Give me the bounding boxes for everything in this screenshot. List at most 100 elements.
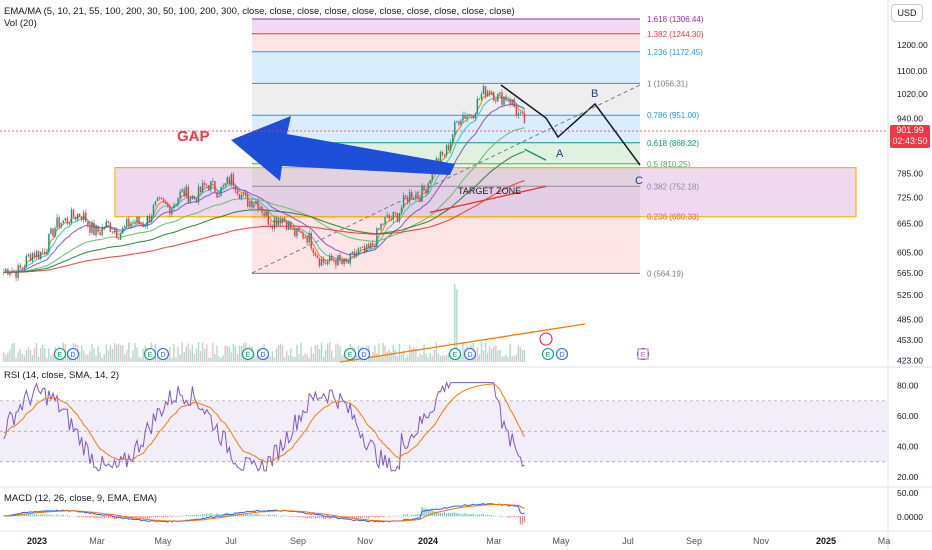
event-marker-label: D: [559, 352, 564, 359]
candle-body: [199, 186, 202, 192]
volume-bar: [91, 343, 93, 362]
macd-histogram-bar: [89, 516, 91, 519]
volume-bar: [294, 356, 296, 362]
macd-histogram-bar: [460, 514, 462, 517]
candle-body: [478, 99, 481, 100]
volume-bar: [99, 352, 101, 362]
fib-band: [252, 51, 640, 84]
candle-body: [449, 141, 452, 151]
macd-histogram-bar: [409, 515, 411, 517]
ema-ma-legend[interactable]: EMA/MA (5, 10, 21, 55, 100, 200, 30, 50,…: [4, 6, 515, 17]
x-axis-tick-label: Sep: [290, 536, 306, 546]
volume-bar: [474, 354, 476, 362]
macd-legend[interactable]: MACD (12, 26, close, 9, EMA, EMA): [4, 493, 158, 504]
event-marker-label: D: [467, 352, 472, 359]
macd-histogram-bar: [339, 516, 341, 519]
dividend-marker: [463, 347, 477, 361]
candle-body: [281, 218, 284, 224]
event-markers[interactable]: EDEDEDEDEDEDEDE: [53, 332, 650, 361]
volume-bar: [39, 347, 42, 362]
fib-level-label: 1 (1056.31): [647, 79, 688, 88]
currency-button[interactable]: USD: [891, 4, 923, 22]
target-zone-label: TARGET ZONE: [458, 186, 521, 196]
macd-histogram-bar: [392, 515, 394, 517]
candle-body: [273, 218, 276, 229]
volume-bar: [406, 355, 409, 362]
candle-body: [470, 114, 472, 116]
macd-histogram-bar: [103, 516, 105, 519]
macd-histogram-bar: [433, 511, 435, 517]
volume-bar: [388, 349, 390, 362]
macd-histogram-bar: [87, 516, 89, 518]
macd-histogram-bar: [265, 515, 267, 517]
volume-bar: [85, 354, 87, 362]
volume-bar: [380, 354, 382, 362]
candle-body: [261, 207, 263, 213]
macd-histogram-bar: [81, 516, 83, 518]
candle-body: [191, 196, 194, 199]
candle-body: [37, 251, 40, 259]
candle-body: [5, 268, 7, 273]
macd-histogram-bar: [435, 511, 437, 517]
candle-body: [13, 270, 15, 272]
volume-bar: [314, 345, 317, 362]
candle-body: [480, 93, 483, 100]
candle-body: [173, 204, 175, 208]
volume-bar: [210, 357, 212, 362]
candle-body: [347, 261, 349, 264]
candle-body: [351, 251, 353, 254]
volume-bar: [495, 345, 497, 362]
candle-body: [128, 218, 130, 226]
fib-level-label: 0.618 (868.32): [647, 139, 699, 148]
candle-body: [402, 195, 405, 208]
volume-bar: [13, 342, 15, 362]
candle-body: [42, 251, 44, 253]
macd-histogram-bar: [292, 516, 294, 517]
candle-body: [236, 190, 239, 194]
rsi-legend[interactable]: RSI (14, close, SMA, 14, 2): [4, 370, 120, 381]
volume-bar: [290, 348, 292, 362]
macd-histogram-bar: [146, 516, 148, 519]
macd-histogram-bar: [91, 516, 93, 518]
volume-bar: [378, 343, 380, 362]
macd-histogram-bar: [363, 516, 366, 518]
candle-body: [509, 100, 511, 104]
candle-body: [507, 100, 509, 102]
candle-body: [83, 212, 85, 220]
macd-histogram-bar: [370, 516, 372, 517]
candle-body: [224, 183, 226, 186]
macd-histogram-bar: [99, 516, 101, 519]
last-price-value: 901.99: [896, 125, 924, 135]
candle-body: [400, 207, 403, 214]
volume-bar: [421, 355, 423, 362]
candle-body: [267, 211, 269, 225]
macd-histogram-bar: [286, 515, 288, 517]
macd-histogram-bar: [214, 514, 216, 517]
candle-body: [437, 158, 440, 163]
price-axis-tick-label: 665.00: [897, 219, 923, 229]
macd-histogram-bar: [267, 514, 269, 517]
candle-body: [419, 197, 421, 202]
candle-body: [259, 207, 261, 209]
candle-body: [306, 237, 308, 243]
drawings[interactable]: [0, 84, 888, 363]
volume-bar: [115, 344, 118, 362]
volume-legend[interactable]: Vol (20): [4, 18, 37, 29]
elliott-wave-projection: [500, 84, 641, 166]
macd-histogram-bar: [499, 515, 501, 517]
volume-bar: [111, 348, 114, 362]
volume-bar: [89, 351, 91, 362]
volume-bar: [80, 345, 83, 362]
candle-body: [150, 216, 153, 223]
candle-body: [380, 223, 382, 230]
indicator-legend[interactable]: EMA/MA (5, 10, 21, 55, 100, 200, 30, 50,…: [4, 6, 515, 30]
macd-histogram-bar: [220, 514, 222, 517]
candle-body: [146, 215, 148, 227]
macd-histogram-bar: [302, 516, 304, 518]
fibonacci-retracement[interactable]: 1.618 (1306.44) 1.382 (1244.30) 1.236 (117…: [252, 15, 704, 278]
macd-histogram-bar: [456, 513, 458, 517]
moving-average-line: [3, 127, 525, 273]
macd-histogram-bar: [111, 516, 114, 519]
volume-bar: [505, 355, 507, 362]
